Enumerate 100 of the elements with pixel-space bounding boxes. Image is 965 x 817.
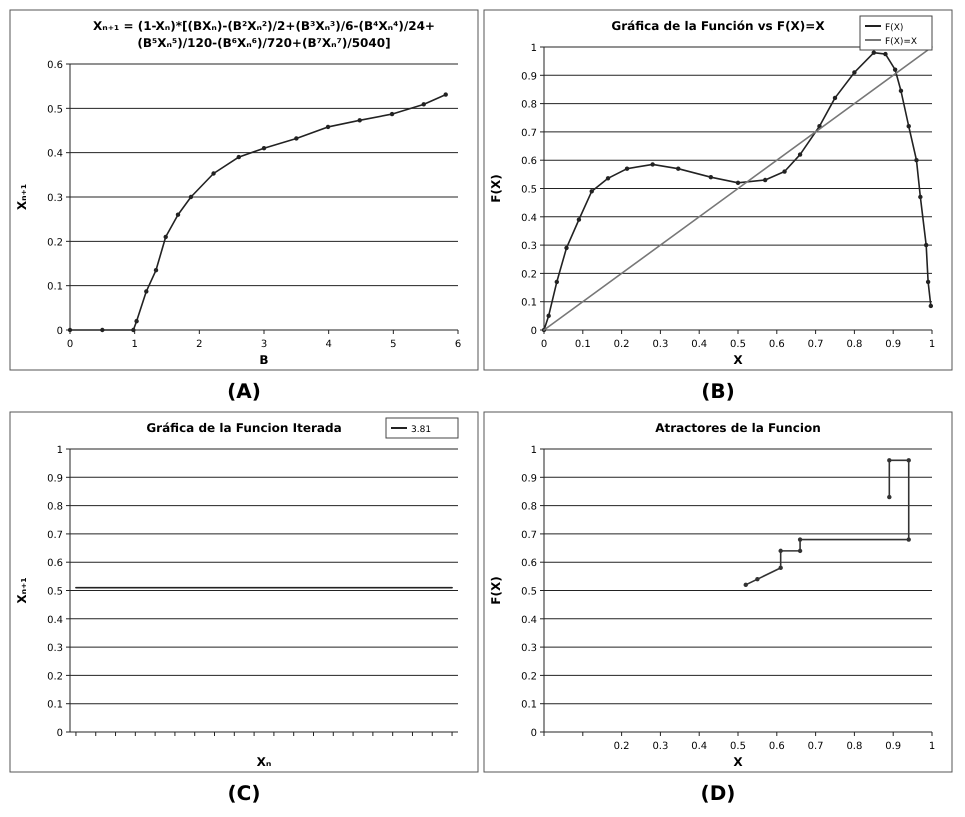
point [154, 268, 158, 272]
point [762, 178, 768, 182]
point [708, 174, 714, 180]
point [782, 169, 787, 174]
x-tick-label: 0.6 [768, 339, 785, 350]
point [926, 280, 930, 284]
point [100, 328, 105, 332]
text: (D) [700, 781, 736, 805]
y-tick-label: 0.1 [521, 298, 537, 309]
y-axis-title: F(X) [489, 174, 503, 203]
x-tick-label: 1 [928, 339, 936, 350]
y-tick-label: 0.2 [521, 671, 537, 682]
x-tick-label: 5 [390, 339, 397, 350]
point [906, 537, 911, 542]
point [744, 582, 748, 588]
point [134, 318, 139, 324]
y-tick-label: 0.3 [521, 241, 537, 252]
y-axis-title: Xₙ₊₁ [15, 577, 29, 604]
y-tick-label: 0.9 [47, 473, 63, 484]
point [164, 234, 168, 240]
point [422, 102, 426, 107]
text: (A) [227, 379, 261, 403]
point [546, 314, 551, 318]
y-tick-label: 0.4 [521, 212, 537, 224]
x-tick-label: 0.8 [846, 339, 862, 350]
x-tick-label: 0.4 [691, 339, 708, 350]
point [883, 52, 888, 56]
y-tick-label: 0 [56, 728, 63, 739]
y-tick-label: 0.2 [47, 237, 63, 248]
x-tick-label: 0.2 [614, 741, 630, 752]
x-axis-title: X [733, 353, 744, 367]
point [887, 494, 892, 500]
y-tick-label: 0.5 [47, 586, 63, 598]
x-tick-label: 1 [131, 339, 138, 350]
point [326, 124, 330, 130]
y-tick-label: 0.9 [521, 71, 537, 82]
x-tick-label: 0.3 [652, 741, 668, 752]
point [564, 246, 569, 250]
point [778, 566, 783, 570]
y-tick-label: 0.3 [47, 193, 63, 204]
y-tick-label: 0.1 [47, 700, 63, 711]
point [924, 242, 928, 248]
x-tick-label: 0.7 [808, 741, 824, 752]
chart-title: Gráfica de la Funcion Iterada [146, 421, 342, 435]
point [798, 548, 802, 554]
x-tick-label: 0.9 [885, 741, 902, 752]
y-tick-label: 0.1 [521, 700, 537, 711]
point [624, 166, 630, 171]
point [872, 50, 876, 55]
y-tick-label: 0.6 [47, 558, 63, 570]
y-tick-label: 0.7 [521, 128, 537, 139]
x-tick-label: 0.4 [691, 741, 708, 752]
text: (C) [228, 781, 260, 805]
point [211, 171, 216, 176]
x-tick-label: 0 [540, 339, 548, 350]
point [676, 166, 680, 171]
x-tick-label: 0.7 [808, 339, 824, 350]
y-tick-label: 0.2 [521, 269, 537, 280]
point [176, 212, 180, 217]
y-tick-label: 0.1 [47, 282, 63, 293]
y-tick-label: 0.4 [47, 614, 63, 626]
x-tick-label: 0.8 [846, 741, 862, 752]
point [144, 289, 149, 294]
point [918, 194, 923, 200]
x-tick-label: 0.1 [574, 339, 591, 350]
y-tick-label: 0.6 [521, 156, 537, 168]
point [778, 548, 783, 554]
point [798, 537, 802, 542]
point [852, 70, 857, 75]
x-tick-label: 1 [928, 741, 936, 752]
point [590, 189, 594, 194]
y-tick-label: 1 [56, 445, 63, 456]
point [236, 154, 241, 160]
x-tick-label: 6 [454, 339, 462, 350]
y-tick-label: 0 [56, 326, 63, 337]
legend-label: 3.81 [411, 425, 432, 435]
y-tick-label: 0.2 [47, 671, 63, 682]
y-axis-title: F(X) [489, 576, 503, 605]
point [898, 88, 904, 94]
point [736, 180, 740, 186]
y-tick-label: 0.4 [521, 614, 537, 626]
y-tick-label: 0.3 [47, 643, 63, 654]
y-tick-label: 0.5 [521, 586, 537, 598]
legend-label: F(X)=X [885, 37, 918, 47]
x-axis-title: X [733, 755, 744, 769]
x-tick-label: 0.3 [652, 339, 668, 350]
y-tick-label: 1 [530, 43, 537, 54]
x-tick-label: 2 [196, 339, 203, 350]
x-tick-label: 0.6 [768, 741, 785, 752]
point [131, 328, 136, 332]
point [390, 112, 394, 116]
point [914, 158, 919, 162]
y-tick-label: 0.6 [521, 558, 537, 570]
chart-title: Gráfica de la Función vs F(X)=X [611, 19, 826, 33]
point [906, 458, 911, 463]
point [832, 96, 838, 100]
x-tick-label: 0.5 [730, 741, 746, 752]
x-tick-label: 3 [260, 339, 268, 350]
point [906, 124, 911, 128]
y-tick-label: 0.6 [47, 60, 63, 71]
